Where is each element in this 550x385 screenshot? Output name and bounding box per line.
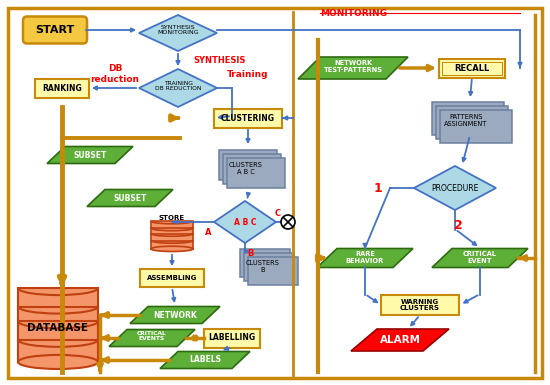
Text: PATTERNS
ASSIGNMENT: PATTERNS ASSIGNMENT xyxy=(444,114,488,127)
Polygon shape xyxy=(130,306,220,323)
FancyBboxPatch shape xyxy=(223,154,281,184)
FancyBboxPatch shape xyxy=(439,59,505,77)
FancyBboxPatch shape xyxy=(219,150,277,180)
Polygon shape xyxy=(317,248,413,268)
FancyBboxPatch shape xyxy=(214,109,282,127)
Text: C: C xyxy=(275,209,281,218)
Bar xyxy=(18,288,98,362)
Polygon shape xyxy=(414,166,496,210)
Text: 1: 1 xyxy=(373,181,382,194)
FancyBboxPatch shape xyxy=(227,158,285,188)
Text: SYNTHESIS: SYNTHESIS xyxy=(194,55,246,65)
Bar xyxy=(18,288,98,362)
Text: A: A xyxy=(205,228,211,236)
Text: WARNING
CLUSTERS: WARNING CLUSTERS xyxy=(400,298,440,311)
Polygon shape xyxy=(47,147,133,164)
Text: 2: 2 xyxy=(454,219,463,231)
FancyBboxPatch shape xyxy=(381,295,459,315)
Text: CRITICAL
EVENT: CRITICAL EVENT xyxy=(463,251,497,263)
Text: RECALL: RECALL xyxy=(454,64,490,72)
Text: LABELS: LABELS xyxy=(189,355,221,365)
Text: CLUSTERING: CLUSTERING xyxy=(221,114,275,122)
Text: RARE
BEHAVIOR: RARE BEHAVIOR xyxy=(346,251,384,263)
Polygon shape xyxy=(432,248,528,268)
FancyBboxPatch shape xyxy=(140,269,204,287)
Polygon shape xyxy=(160,352,250,368)
Text: Training: Training xyxy=(227,70,269,79)
Text: NETWORK
TEST-PATTERNS: NETWORK TEST-PATTERNS xyxy=(323,60,382,72)
Text: STORE: STORE xyxy=(159,215,185,221)
Polygon shape xyxy=(298,57,408,79)
Bar xyxy=(151,221,193,249)
Text: CLUSTERS
A B C: CLUSTERS A B C xyxy=(229,161,263,174)
Polygon shape xyxy=(139,69,217,107)
Polygon shape xyxy=(109,330,195,346)
Ellipse shape xyxy=(151,246,193,251)
FancyBboxPatch shape xyxy=(35,79,89,97)
Text: ASSEMBLING: ASSEMBLING xyxy=(147,275,197,281)
Bar xyxy=(151,221,193,249)
Text: ALARM: ALARM xyxy=(379,335,421,345)
Text: LABELLING: LABELLING xyxy=(208,333,256,343)
Circle shape xyxy=(281,215,295,229)
Ellipse shape xyxy=(18,355,98,369)
FancyBboxPatch shape xyxy=(440,109,512,142)
Polygon shape xyxy=(87,189,173,206)
FancyBboxPatch shape xyxy=(244,253,294,281)
FancyBboxPatch shape xyxy=(248,257,298,285)
Text: B: B xyxy=(247,248,253,258)
Polygon shape xyxy=(139,15,217,51)
FancyBboxPatch shape xyxy=(432,102,504,134)
Text: CRITICAL
EVENTS: CRITICAL EVENTS xyxy=(137,331,167,341)
Text: NETWORK: NETWORK xyxy=(153,310,197,320)
Polygon shape xyxy=(351,329,449,351)
Text: RANKING: RANKING xyxy=(42,84,82,92)
Text: DATABASE: DATABASE xyxy=(28,323,89,333)
Text: TRAINING
DB REDUCTION: TRAINING DB REDUCTION xyxy=(155,80,201,91)
Text: DB
reduction: DB reduction xyxy=(91,64,140,84)
Text: SUBSET: SUBSET xyxy=(73,151,107,159)
FancyBboxPatch shape xyxy=(240,249,290,277)
Text: A B C: A B C xyxy=(234,218,256,226)
Text: CLUSTERS
B: CLUSTERS B xyxy=(246,259,280,273)
Polygon shape xyxy=(214,201,276,243)
Text: SYNTHESIS
MONITORING: SYNTHESIS MONITORING xyxy=(157,25,199,35)
Text: PROCEDURE: PROCEDURE xyxy=(431,184,478,192)
Text: SUBSET: SUBSET xyxy=(113,194,147,203)
FancyBboxPatch shape xyxy=(436,105,508,139)
Text: MONITORING: MONITORING xyxy=(320,8,387,17)
FancyBboxPatch shape xyxy=(204,328,260,348)
Text: START: START xyxy=(35,25,75,35)
FancyBboxPatch shape xyxy=(23,17,87,44)
